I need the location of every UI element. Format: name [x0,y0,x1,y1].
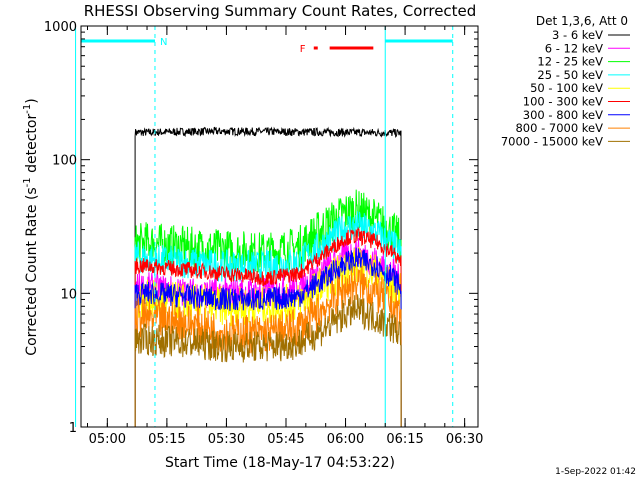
legend-label-2: 6 - 12 keV [545,41,603,55]
flare-flag-label: F [300,44,306,55]
y-axis-label: Corrected Count Rate (s-1 detector-1) [22,98,40,355]
x-tick-label-4: 05:45 [267,432,304,447]
series-line-7 [134,247,402,428]
plot-frame [80,25,479,428]
flag-layer: NF [75,26,454,427]
legend-label-1: 3 - 6 keV [552,28,603,42]
series-line-6 [134,226,402,428]
series-layer [134,126,402,428]
chart-title: RHESSI Observing Summary Count Rates, Co… [84,2,477,20]
x-axis-ticks: 05:00 05:15 05:30 05:45 06:00 06:15 06:30 [86,26,483,447]
series-line-9 [134,294,402,428]
x-tick-label-7: 06:30 [446,432,483,447]
x-axis-label: Start Time (18-May-17 04:53:22) [165,455,395,471]
series-line-1 [134,126,402,428]
y-tick-label-4: 1000 [44,20,77,35]
x-tick-label-1: 05:00 [89,432,126,447]
y-tick-label-2: 10 [60,287,77,302]
x-tick-label-6: 06:15 [386,432,423,447]
legend-header: Det 1,3,6, Att 0 [536,14,628,28]
footer-timestamp: 1-Sep-2022 01:42 [555,467,636,477]
x-tick-label-3: 05:30 [208,432,245,447]
x-tick-label-5: 06:00 [327,432,364,447]
legend-label-3: 12 - 25 keV [537,55,603,69]
y-axis-ticks: 1 10 100 1000 [44,20,478,436]
legend-label-7: 300 - 800 keV [523,108,603,122]
legend-label-5: 50 - 100 keV [530,81,603,95]
legend-label-4: 25 - 50 keV [537,68,603,82]
legend-label-8: 800 - 7000 keV [515,121,603,135]
legend-label-6: 100 - 300 keV [523,95,603,109]
legend-label-9: 7000 - 15000 keV [501,134,603,148]
series-line-8 [134,265,402,428]
y-tick-label-1: 1 [69,421,77,436]
y-tick-label-3: 100 [52,154,77,169]
night-flag-label: N [160,37,167,48]
x-tick-label-2: 05:15 [148,432,185,447]
